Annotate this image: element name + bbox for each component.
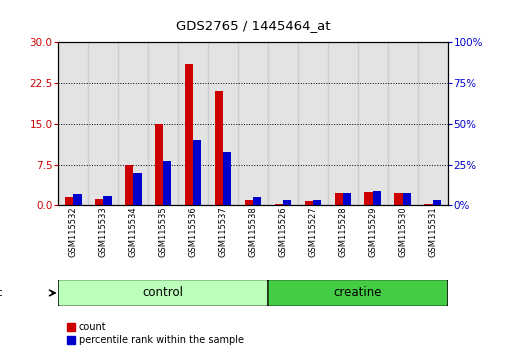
Bar [223,152,231,205]
Bar [312,200,321,205]
Bar [88,42,118,205]
Bar [163,161,171,205]
Text: GDS2765 / 1445464_at: GDS2765 / 1445464_at [175,19,330,32]
Bar [342,193,350,205]
Bar [65,197,73,205]
Text: creatine: creatine [333,286,381,299]
Bar [334,193,342,205]
Bar [417,42,447,205]
Bar [432,200,440,205]
Bar [73,194,81,205]
Bar [124,165,133,205]
Legend: count, percentile rank within the sample: count, percentile rank within the sample [63,319,247,349]
FancyBboxPatch shape [268,280,447,306]
Text: control: control [142,286,183,299]
Bar [327,42,357,205]
Bar [274,204,282,205]
Bar [268,42,297,205]
Bar [252,197,261,205]
Bar [208,42,237,205]
Bar [133,173,141,205]
Bar [103,196,111,205]
Bar [282,200,291,205]
Bar [387,42,417,205]
Bar [402,193,411,205]
Bar [58,42,88,205]
Bar [394,193,402,205]
Bar [304,201,312,205]
Bar [424,204,432,205]
Bar [297,42,327,205]
Bar [155,124,163,205]
Text: agent: agent [0,288,3,298]
Bar [237,42,268,205]
Bar [178,42,208,205]
Bar [193,140,201,205]
Bar [244,200,252,205]
Bar [357,42,387,205]
Bar [214,91,223,205]
Bar [372,192,381,205]
Bar [364,192,372,205]
Bar [118,42,148,205]
FancyBboxPatch shape [58,280,268,306]
Bar [148,42,178,205]
Bar [94,199,103,205]
Bar [184,64,193,205]
